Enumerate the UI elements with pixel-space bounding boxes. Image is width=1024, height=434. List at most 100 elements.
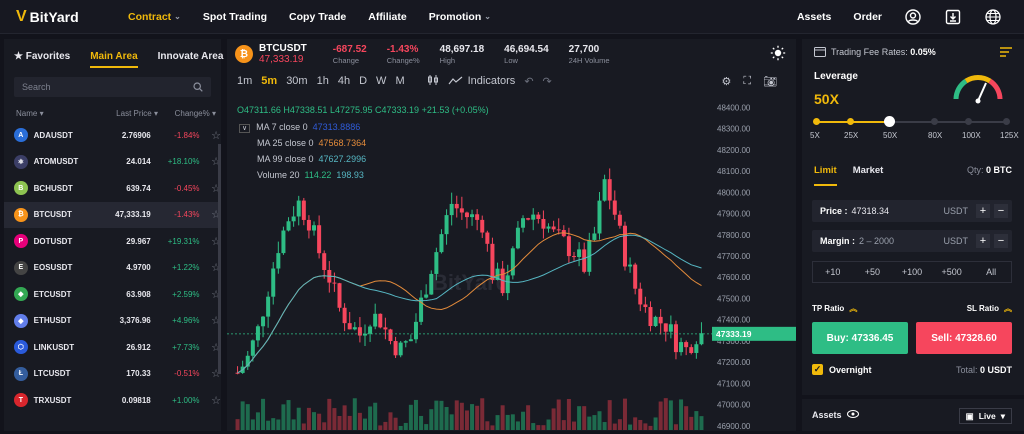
leverage-level[interactable]: 25X <box>844 131 859 140</box>
leverage-level[interactable]: 80X <box>928 131 943 140</box>
market-row[interactable]: T TRXUSDT 0.09818 +1.00% ☆ <box>4 387 221 414</box>
settings-icon[interactable]: ⚙ <box>721 75 732 88</box>
theme-toggle-icon[interactable] <box>770 45 786 64</box>
download-icon[interactable] <box>944 8 962 26</box>
ticker-symbol[interactable]: BTCUSDT <box>259 43 307 54</box>
ma25-legend[interactable]: MA 25 close 0 47568.7364 <box>257 138 366 148</box>
star-icon[interactable]: ☆ <box>211 368 221 381</box>
scrollbar[interactable] <box>218 144 221 374</box>
leverage-level[interactable]: 100X <box>962 131 981 140</box>
leverage-level[interactable]: 5X <box>810 131 820 140</box>
price-value[interactable]: 47318.34 <box>851 206 890 216</box>
interval-W[interactable]: W <box>376 75 387 87</box>
buy-button[interactable]: Buy: 47336.45 <box>812 322 908 354</box>
quick-amount-button[interactable]: +500 <box>941 267 962 277</box>
search-input[interactable] <box>22 82 172 92</box>
quick-amount-button[interactable]: +10 <box>825 267 841 277</box>
margin-input[interactable]: 2 – 2000 <box>859 236 895 246</box>
quick-amount-button[interactable]: +100 <box>901 267 923 277</box>
camera-icon[interactable]: 📷︎ <box>763 75 777 88</box>
star-icon[interactable]: ☆ <box>211 262 221 275</box>
tab-innovate-area[interactable]: Innovate Area <box>157 50 224 62</box>
star-icon[interactable]: ☆ <box>211 394 221 407</box>
market-row[interactable]: ◆ ETCUSDT 63.908 +2.59% ☆ <box>4 281 221 308</box>
leverage-level[interactable]: 125X <box>1000 131 1019 140</box>
volume-legend[interactable]: Volume 20 114.22 198.93 <box>257 170 364 180</box>
interval-1h[interactable]: 1h <box>316 75 329 87</box>
col-change[interactable]: Change% ▾ <box>174 108 216 118</box>
price-plus-button[interactable]: + <box>976 204 990 218</box>
live-dropdown[interactable]: ▣ Live ▾ <box>958 408 1012 424</box>
user-icon[interactable] <box>904 8 922 26</box>
redo-icon[interactable]: ↷ <box>542 75 552 88</box>
quick-amount-button[interactable]: All <box>986 267 997 277</box>
ma7-legend[interactable]: ∨ MA 7 close 0 47313.8886 <box>239 122 360 133</box>
market-row[interactable]: ₿ BTCUSDT 47,333.19 -1.43% ☆ <box>4 201 221 228</box>
slider-stop[interactable] <box>847 118 854 125</box>
slider-stop[interactable] <box>965 118 972 125</box>
nav-contract[interactable]: Contract ⌄ <box>128 11 181 23</box>
eye-icon[interactable] <box>846 410 859 420</box>
price-minus-button[interactable]: − <box>994 204 1008 218</box>
leverage-slider[interactable] <box>813 116 1010 127</box>
col-last-price[interactable]: Last Price ▾ <box>116 108 158 118</box>
menu-icon[interactable] <box>1000 47 1012 59</box>
interval-5m[interactable]: 5m <box>261 75 278 87</box>
star-icon[interactable]: ☆ <box>211 288 221 301</box>
market-row[interactable]: B BCHUSDT 639.74 -0.45% ☆ <box>4 175 221 202</box>
star-icon[interactable]: ☆ <box>211 156 221 169</box>
leverage-level[interactable]: 50X <box>883 131 898 140</box>
star-icon[interactable]: ☆ <box>211 182 221 195</box>
margin-plus-button[interactable]: + <box>976 234 990 248</box>
tp-ratio[interactable]: TP Ratio ︽ <box>812 303 857 314</box>
slider-stop[interactable] <box>813 118 820 125</box>
margin-field[interactable]: Margin : 2 – 2000 USDT + − <box>812 230 1012 252</box>
tab-limit[interactable]: Limit <box>814 165 837 186</box>
star-icon[interactable]: ☆ <box>211 209 221 222</box>
market-row[interactable]: Ł LTCUSDT 170.33 -0.51% ☆ <box>4 361 221 388</box>
slider-stop[interactable] <box>1003 118 1010 125</box>
interval-4h[interactable]: 4h <box>337 75 351 87</box>
market-row[interactable]: ⚛ ATOMUSDT 24.014 +18.10% ☆ <box>4 149 221 176</box>
undo-icon[interactable]: ↶ <box>524 75 534 88</box>
slider-stop[interactable] <box>931 118 938 125</box>
tab-favorites[interactable]: ★ Favorites <box>14 50 71 62</box>
market-row[interactable]: A ADAUSDT 2.76906 -1.84% ☆ <box>4 122 221 149</box>
star-icon[interactable]: ☆ <box>211 235 221 248</box>
candlestick-chart[interactable]: 48400.00 48300.00 48200.00 48100.00 48000.00… <box>227 97 796 431</box>
market-row[interactable]: ◆ ETHUSDT 3,376.96 +4.96% ☆ <box>4 308 221 335</box>
market-row[interactable]: E EOSUSDT 4.9700 +1.22% ☆ <box>4 255 221 282</box>
margin-minus-button[interactable]: − <box>994 234 1008 248</box>
search-box[interactable] <box>14 77 211 97</box>
star-icon[interactable]: ☆ <box>211 129 221 142</box>
sl-ratio[interactable]: SL Ratio ︽ <box>967 303 1012 314</box>
nav-copy-trade[interactable]: Copy Trade <box>289 11 346 23</box>
nav-spot-trading[interactable]: Spot Trading <box>203 11 267 23</box>
quick-amount-button[interactable]: +50 <box>864 267 881 277</box>
tab-market[interactable]: Market <box>852 165 884 176</box>
indicators-button[interactable]: Indicators <box>448 75 515 87</box>
globe-icon[interactable] <box>984 8 1002 26</box>
chart-area[interactable]: 48400.00 48300.00 48200.00 48100.00 48000.00… <box>227 97 796 431</box>
nav-order[interactable]: Order <box>853 11 882 23</box>
interval-1m[interactable]: 1m <box>237 75 253 87</box>
slider-knob[interactable] <box>884 116 895 127</box>
logo[interactable]: V BitYard <box>16 0 96 34</box>
market-row[interactable]: P DOTUSDT 29.967 +19.31% ☆ <box>4 228 221 255</box>
col-name[interactable]: Name ▾ <box>16 108 44 118</box>
star-icon[interactable]: ☆ <box>211 315 221 328</box>
overnight-checkbox[interactable]: ✓ Overnight <box>812 364 872 375</box>
sell-button[interactable]: Sell: 47328.60 <box>916 322 1012 354</box>
interval-D[interactable]: D <box>359 75 368 87</box>
candle-type-icon[interactable] <box>427 74 439 89</box>
market-row[interactable]: ⬡ LINKUSDT 26.912 +7.73% ☆ <box>4 334 221 361</box>
tab-main-area[interactable]: Main Area <box>90 50 139 68</box>
nav-affiliate[interactable]: Affiliate <box>368 11 407 23</box>
nav-promotion[interactable]: Promotion ⌄ <box>429 11 491 23</box>
price-field[interactable]: Price : 47318.34 USDT + − <box>812 200 1012 222</box>
interval-M[interactable]: M <box>395 75 405 87</box>
star-icon[interactable]: ☆ <box>211 341 221 354</box>
interval-30m[interactable]: 30m <box>286 75 308 87</box>
ma99-legend[interactable]: MA 99 close 0 47627.2996 <box>257 154 366 164</box>
fullscreen-icon[interactable]: ⛶ <box>743 74 752 87</box>
